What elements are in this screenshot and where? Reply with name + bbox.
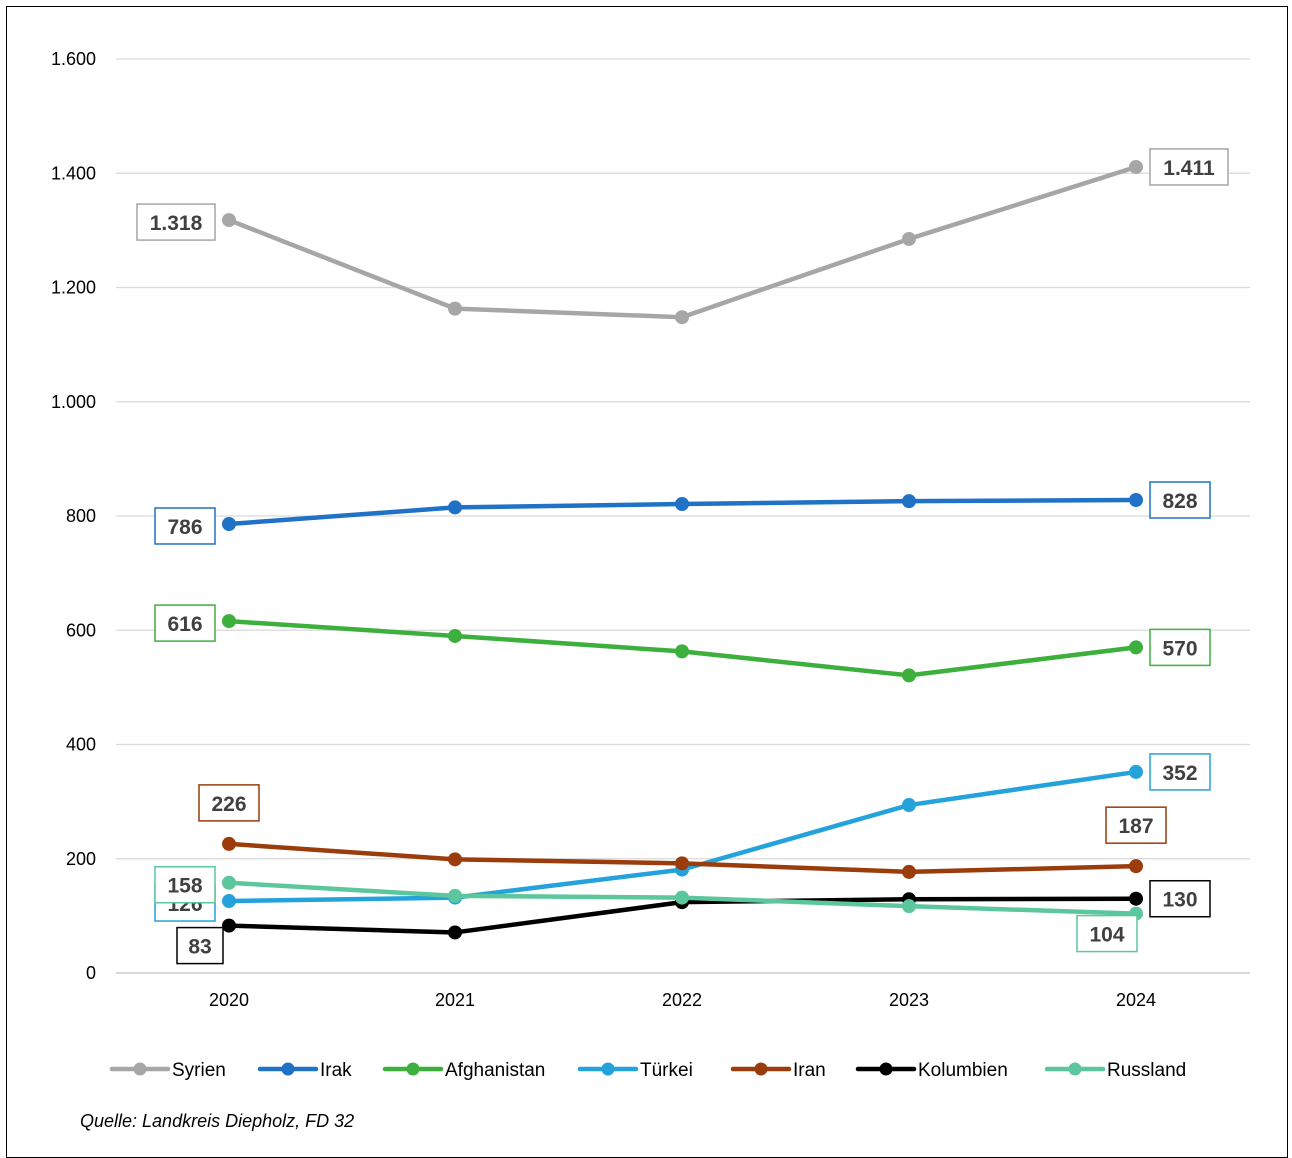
data-point-irak — [222, 516, 236, 531]
legend-label-iran: Iran — [793, 1060, 826, 1081]
legend-marker-irak — [281, 1062, 295, 1076]
data-label-iran: 187 — [1118, 815, 1153, 838]
data-label-box-afghanistan — [154, 604, 216, 642]
data-label-box-kolumbien — [176, 926, 224, 965]
legend-label-kolumbien: Kolumbien — [918, 1060, 1008, 1081]
data-point-afghanistan — [902, 668, 916, 683]
legend-label-irak: Irak — [320, 1060, 352, 1081]
grid-layer — [116, 58, 1250, 974]
data-point-russland — [902, 899, 916, 914]
data-label-syrien: 1.318 — [150, 212, 203, 235]
data-label-irak: 786 — [167, 516, 202, 539]
data-point-iran — [902, 864, 916, 879]
legend-marker-kolumbien — [879, 1062, 893, 1076]
data-label-kolumbien: 83 — [188, 936, 211, 959]
legend-label-afghanistan: Afghanistan — [445, 1060, 545, 1081]
data-label-box-irak — [154, 507, 216, 545]
data-label-kolumbien: 130 — [1162, 889, 1197, 912]
legend-marker-syrien — [133, 1062, 147, 1076]
data-label-russland: 104 — [1089, 924, 1124, 947]
data-point-t-rkei — [222, 894, 236, 909]
y-tick-label: 1.600 — [51, 49, 96, 69]
data-point-iran — [222, 836, 236, 851]
data-point-kolumbien — [448, 925, 462, 940]
data-label-iran: 226 — [211, 793, 246, 816]
y-tick-label: 800 — [66, 506, 96, 526]
data-label-box-syrien — [136, 203, 216, 241]
data-label-box-t-rkei — [1149, 753, 1211, 791]
legend-marker-iran — [754, 1062, 768, 1076]
data-point-syrien — [222, 213, 236, 228]
data-point-afghanistan — [675, 644, 689, 659]
data-label-afghanistan: 616 — [167, 613, 202, 636]
data-point-syrien — [448, 301, 462, 316]
x-tick-label: 2024 — [1116, 990, 1156, 1010]
x-tick-label: 2021 — [435, 990, 475, 1010]
data-point-t-rkei — [902, 798, 916, 813]
data-label-t-rkei: 352 — [1162, 762, 1197, 785]
data-point-irak — [902, 494, 916, 509]
data-point-syrien — [1129, 159, 1143, 174]
y-tick-label: 600 — [66, 620, 96, 640]
legend-marker-afghanistan — [406, 1062, 420, 1076]
legend-marker-russland — [1068, 1062, 1082, 1076]
y-tick-label: 1.000 — [51, 392, 96, 412]
data-point-irak — [675, 497, 689, 512]
data-label-syrien: 1.411 — [1163, 157, 1215, 180]
data-label-afghanistan: 570 — [1162, 637, 1197, 660]
data-point-kolumbien — [222, 918, 236, 933]
data-label-box-irak — [1149, 481, 1211, 519]
data-label-box-iran — [1105, 806, 1167, 844]
data-point-t-rkei — [1129, 764, 1143, 779]
data-point-afghanistan — [448, 628, 462, 643]
series-line-t-rkei — [226, 769, 1139, 904]
data-point-kolumbien — [1129, 891, 1143, 906]
x-tick-label: 2020 — [209, 990, 249, 1010]
data-point-russland — [222, 875, 236, 890]
label-layer: 1.3181.411786828616570126352226187831301… — [136, 148, 1229, 965]
legend: Syrien Irak Afghanistan Türkei Iran Kolumbien… — [109, 1060, 1186, 1081]
series-line-syrien — [226, 164, 1139, 320]
data-point-iran — [1129, 859, 1143, 874]
axis-layer: 0 200 400 600 800 1.000 1.200 1.400 1.600 2020 202… — [51, 49, 1156, 1010]
data-point-syrien — [675, 310, 689, 325]
data-point-iran — [448, 852, 462, 867]
data-point-afghanistan — [222, 614, 236, 629]
y-tick-label: 400 — [66, 735, 96, 755]
data-point-iran — [675, 856, 689, 871]
source-note: Quelle: Landkreis Diepholz, FD 32 — [80, 1111, 355, 1131]
data-label-box-syrien — [1149, 148, 1229, 186]
legend-label-syrien: Syrien — [172, 1060, 226, 1081]
chart-frame — [6, 6, 1288, 1158]
x-tick-label: 2023 — [889, 990, 929, 1010]
data-point-irak — [448, 500, 462, 515]
y-tick-label: 1.200 — [51, 278, 96, 298]
y-tick-label: 0 — [86, 963, 96, 983]
y-tick-label: 1.400 — [51, 163, 96, 183]
data-point-russland — [448, 888, 462, 903]
data-point-syrien — [902, 231, 916, 246]
data-label-box-russland — [154, 865, 216, 904]
data-label-box-iran — [198, 784, 260, 822]
data-label-box-russland — [1076, 914, 1138, 953]
data-label-box-kolumbien — [1149, 879, 1211, 918]
data-label-box-afghanistan — [1149, 628, 1211, 667]
data-label-irak: 828 — [1162, 490, 1197, 513]
data-point-afghanistan — [1129, 640, 1143, 655]
data-label-russland: 158 — [167, 875, 202, 898]
legend-label-t-rkei: Türkei — [640, 1060, 693, 1081]
y-tick-label: 200 — [66, 849, 96, 869]
x-tick-label: 2022 — [662, 990, 702, 1010]
legend-label-russland: Russland — [1107, 1060, 1186, 1081]
data-point-russland — [675, 890, 689, 905]
series-layer — [222, 159, 1143, 940]
data-point-irak — [1129, 493, 1143, 508]
legend-marker-t-rkei — [601, 1062, 615, 1076]
